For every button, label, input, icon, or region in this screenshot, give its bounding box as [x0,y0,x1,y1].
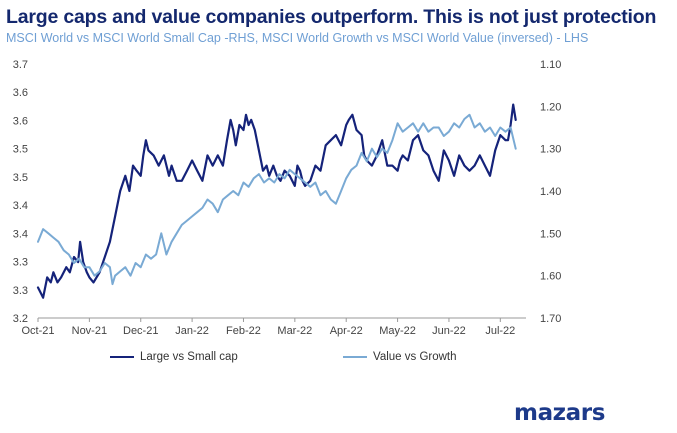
x-tick-label: Jun-22 [432,325,466,337]
y-left-tick-label: 3.6 [13,87,28,99]
y-left-tick-label: 3.7 [13,59,28,71]
x-tick-label: Oct-21 [21,325,54,337]
x-tick-label: Feb-22 [226,325,261,337]
chart-subtitle: MSCI World vs MSCI World Small Cap -RHS,… [6,31,589,45]
chart-series [36,103,517,299]
y-right-tick-label: 1.20 [540,101,561,113]
y-left-tick-label: 3.4 [13,200,28,212]
y-right-tick-label: 1.10 [540,59,561,71]
y-right-tick-label: 1.70 [540,313,561,325]
x-tick-label: May-22 [379,325,416,337]
y-left-tick-label: 3.4 [13,228,28,240]
y-left-tick-label: 3.2 [13,313,28,325]
y-right-tick-label: 1.30 [540,144,561,156]
y-right-tick-label: 1.50 [540,228,561,240]
y-right-tick-label: 1.40 [540,186,561,198]
y-left-tick-label: 3.3 [13,257,28,269]
x-tick-label: Jul-22 [485,325,515,337]
legend-swatch-large-vs-small [110,356,134,358]
mazars-logo: mazars [514,400,606,426]
legend-item-large-vs-small: Large vs Small cap [110,351,238,363]
chart-axes: Oct-21 Nov-21 Dec-21 Jan-22 Feb-22 Mar-22 Apr-… [13,59,562,337]
x-tick-label: Dec-21 [123,325,158,337]
x-tick-label: Apr-22 [330,325,363,337]
legend-swatch-value-vs-growth [343,356,367,358]
x-tick-label: Jan-22 [175,325,209,337]
y-left-tick-label: 3.5 [13,144,28,156]
series-line-value-vs-growth [37,113,517,286]
x-tick-label: Mar-22 [277,325,312,337]
y-left-tick-label: 3.6 [13,115,28,127]
x-tick-label: Nov-21 [72,325,107,337]
y-left-tick-label: 3.3 [13,285,28,297]
series-line-large-vs-small [36,103,517,299]
chart-title: Large caps and value companies outperfor… [6,6,657,28]
y-left-tick-label: 3.5 [13,172,28,184]
legend-item-value-vs-growth: Value vs Growth [343,351,457,363]
y-right-tick-label: 1.60 [540,271,561,283]
legend-label-large-vs-small: Large vs Small cap [140,351,238,363]
legend-label-value-vs-growth: Value vs Growth [373,351,457,363]
